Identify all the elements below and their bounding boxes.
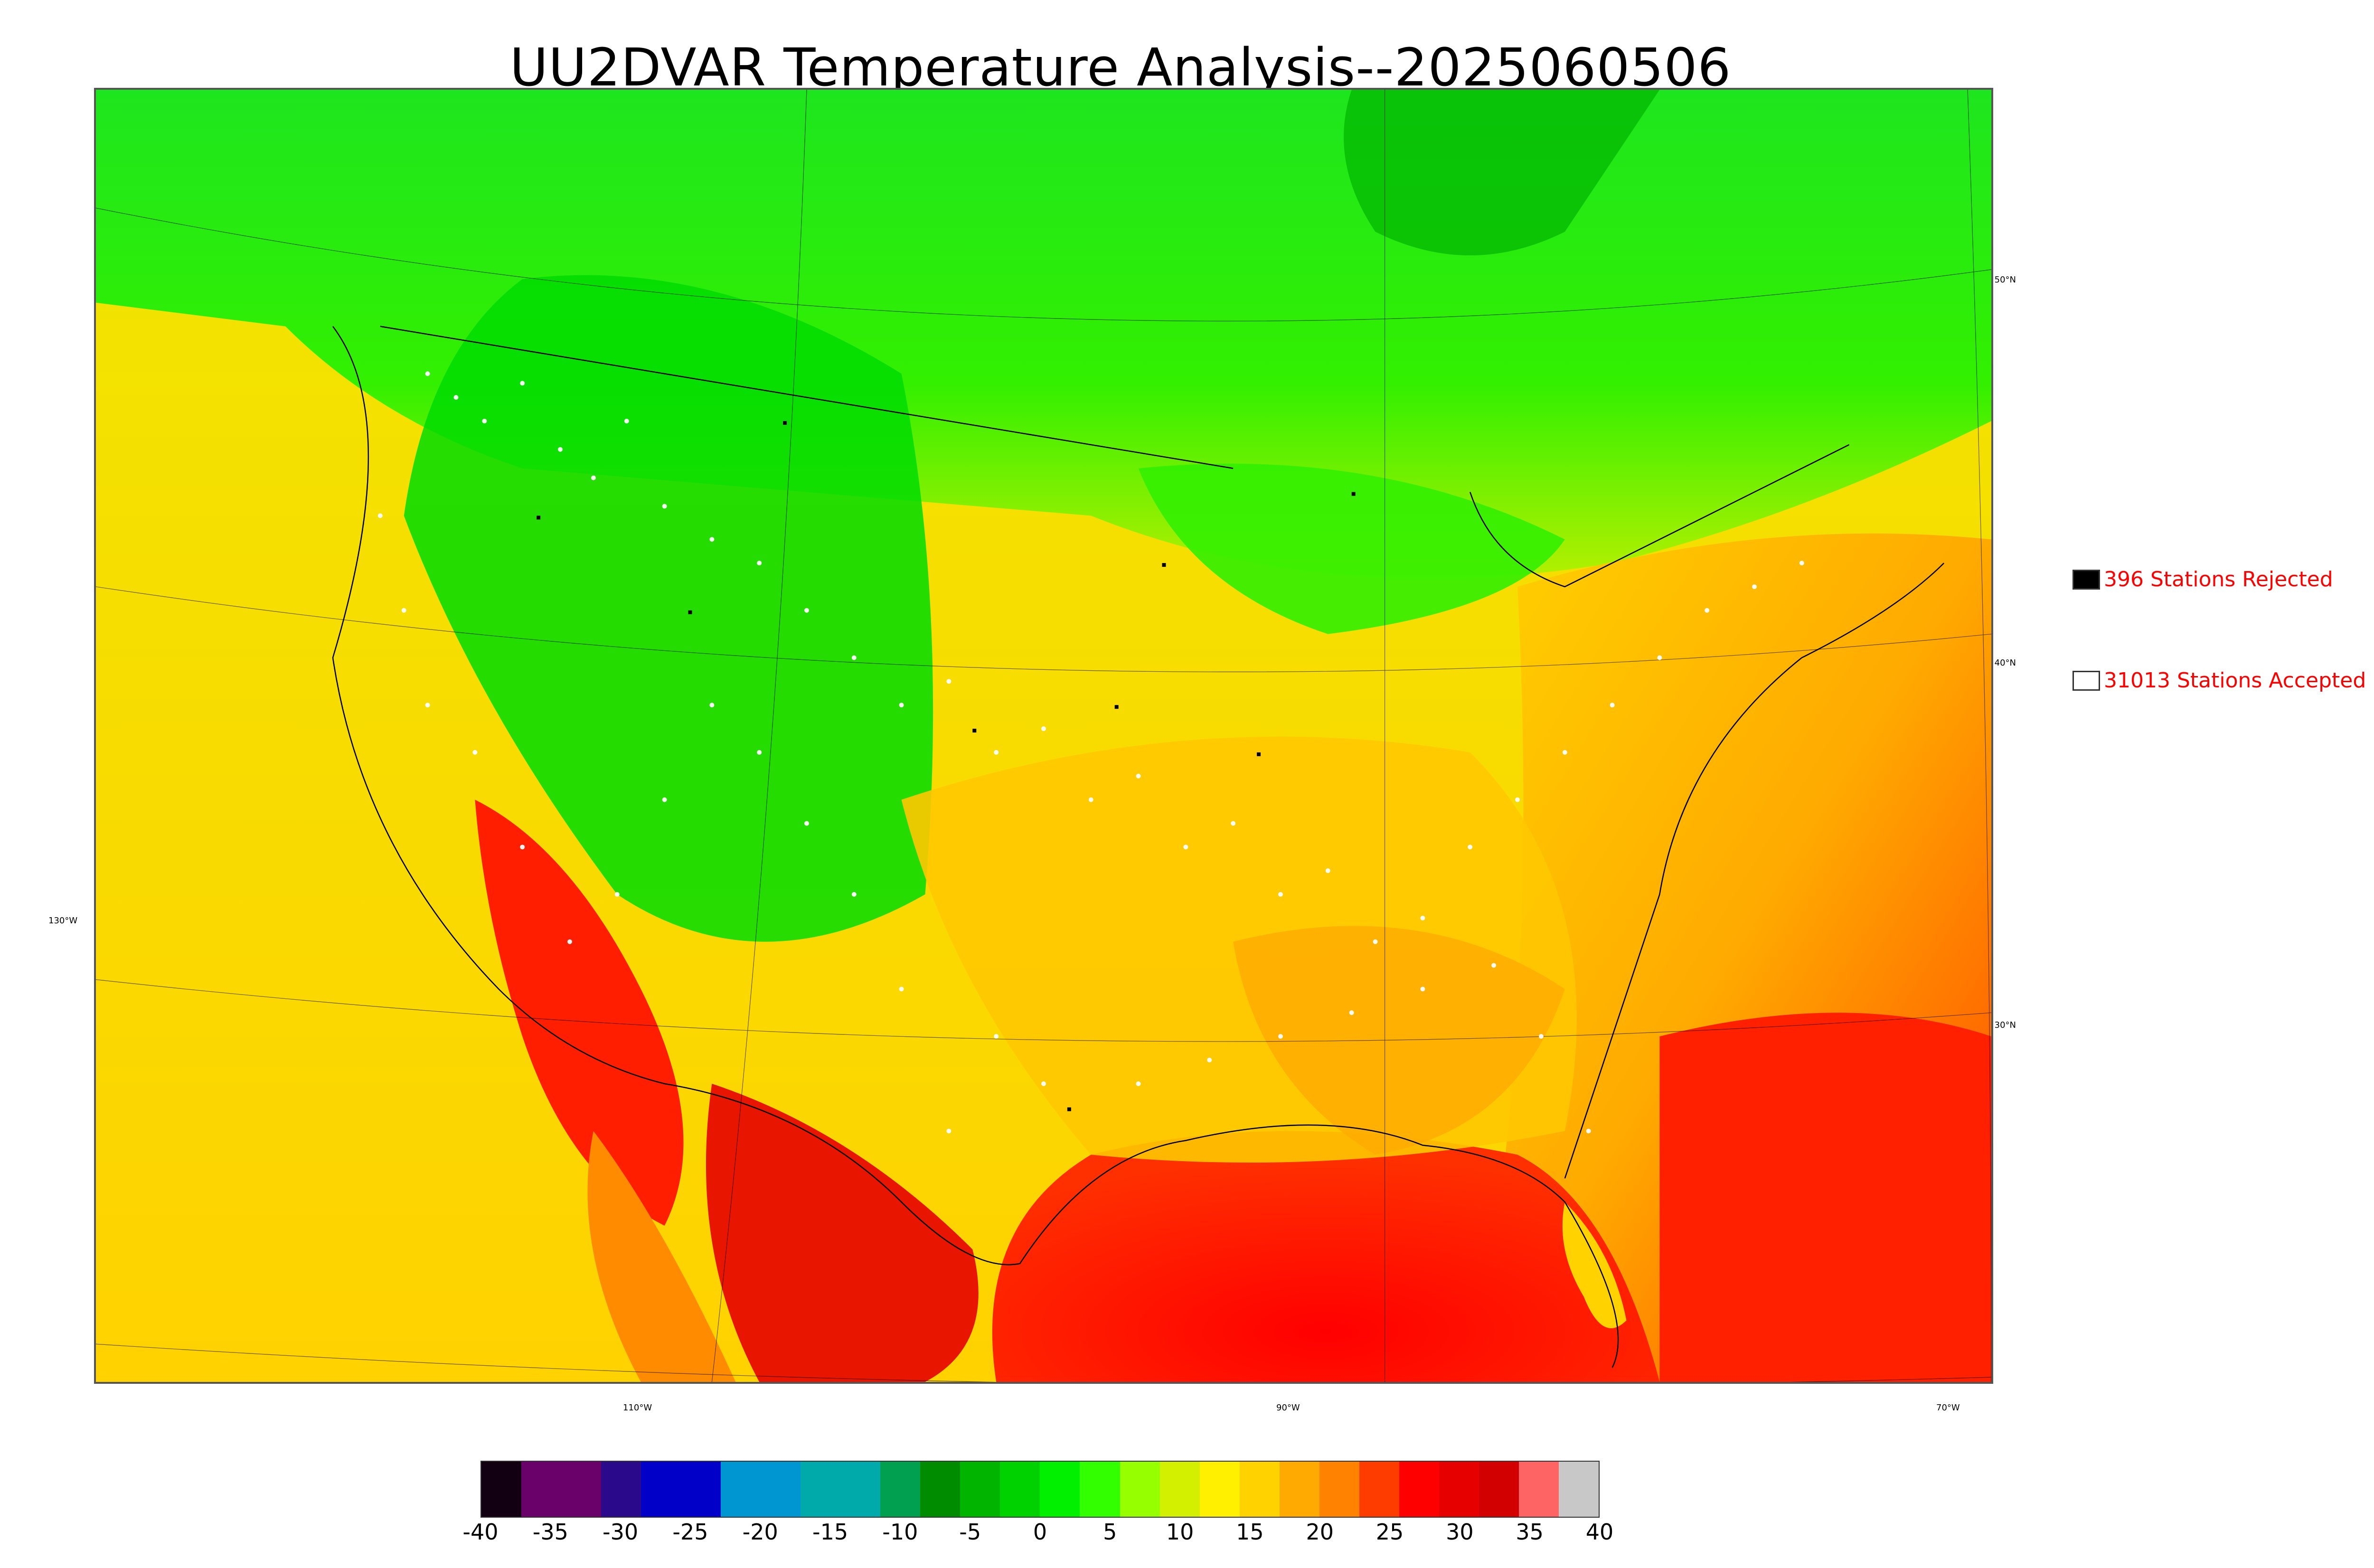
colorbar-segment (960, 1462, 1000, 1517)
temperature-map[interactable]: 50°N 40°N 30°N 130°W 110°W 90°W 70°W (48, 88, 2016, 1413)
lat-30-label: 30°N (1994, 1020, 2016, 1030)
colorbar-tick-label: -15 (812, 1519, 848, 1545)
colorbar-segment (641, 1462, 681, 1517)
legend-rejected-label: 396 Stations Rejected (2104, 567, 2333, 592)
colorbar-segment (1558, 1462, 1599, 1517)
colorbar-segment (1518, 1462, 1559, 1517)
colorbar-segment (761, 1462, 801, 1517)
white-square-icon (2073, 670, 2100, 691)
chart-title: UU2DVAR Temperature Analysis--2025060506 (509, 37, 1732, 98)
colorbar-tick-label: -25 (672, 1519, 708, 1545)
colorbar-tick-label: -35 (532, 1519, 568, 1545)
colorbar-segment (1439, 1462, 1479, 1517)
colorbar-segment (601, 1462, 641, 1517)
colorbar-segment (801, 1462, 841, 1517)
black-square-icon (2073, 569, 2100, 590)
legend-accepted-label: 31013 Stations Accepted (2104, 668, 2366, 693)
colorbar-segment (920, 1462, 961, 1517)
colorbar-tick-label: -10 (882, 1519, 918, 1545)
colorbar-segment (1080, 1462, 1120, 1517)
colorbar-segment (840, 1462, 881, 1517)
colorbar-tick-label: -40 (462, 1519, 499, 1545)
colorbar-segment (561, 1462, 602, 1517)
colorbar-segment (1120, 1462, 1160, 1517)
colorbar-segment (1479, 1462, 1519, 1517)
colorbar-tick-label: -5 (959, 1519, 981, 1545)
lon-110-label: 110°W (623, 1403, 652, 1413)
colorbar-tick-label: 10 (1166, 1519, 1194, 1545)
legend-rejected: 396 Stations Rejected (2073, 567, 2333, 592)
colorbar-segment (481, 1462, 522, 1517)
colorbar-segment (1000, 1462, 1040, 1517)
lon-70-label: 70°W (1936, 1403, 1960, 1413)
colorbar-tick-label: 15 (1236, 1519, 1264, 1545)
colorbar-segment (880, 1462, 921, 1517)
colorbar-tick-label: 25 (1375, 1519, 1404, 1545)
legend-accepted: 31013 Stations Accepted (2073, 668, 2366, 693)
colorbar-tick-label: 35 (1516, 1519, 1544, 1545)
colorbar-ticks: -40 -35 -30 -25 -20 -15 -10 -5 0 5 10 15 20 25 30 35 40 (462, 1519, 1613, 1548)
colorbar-segment (1279, 1462, 1319, 1517)
colorbar-tick-label: 5 (1103, 1519, 1117, 1545)
colorbar-segment (681, 1462, 721, 1517)
lon-130-label: 130°W (48, 916, 78, 926)
colorbar-segment (1399, 1462, 1439, 1517)
lat-50-label: 50°N (1994, 275, 2016, 285)
colorbar-segment (1040, 1462, 1080, 1517)
colorbar-tick-label: -20 (742, 1519, 778, 1545)
lat-40-label: 40°N (1994, 658, 2016, 668)
colorbar-segment (721, 1462, 761, 1517)
colorbar-tick-label: -30 (603, 1519, 639, 1545)
colorbar-tick-label: 40 (1585, 1519, 1614, 1545)
lon-90-label: 90°W (1276, 1403, 1300, 1413)
colorbar-tick-label: 30 (1446, 1519, 1474, 1545)
temperature-field (96, 90, 1991, 1382)
colorbar-segment (1199, 1462, 1240, 1517)
colorbar-segment (521, 1462, 562, 1517)
colorbar-tick-label: 20 (1306, 1519, 1334, 1545)
colorbar-segment (1359, 1462, 1399, 1517)
colorbar-tick-label: 0 (1033, 1519, 1047, 1545)
colorbar-segment (1159, 1462, 1200, 1517)
temperature-colorbar (480, 1461, 1600, 1518)
colorbar-segment (1239, 1462, 1280, 1517)
colorbar-segment (1319, 1462, 1359, 1517)
